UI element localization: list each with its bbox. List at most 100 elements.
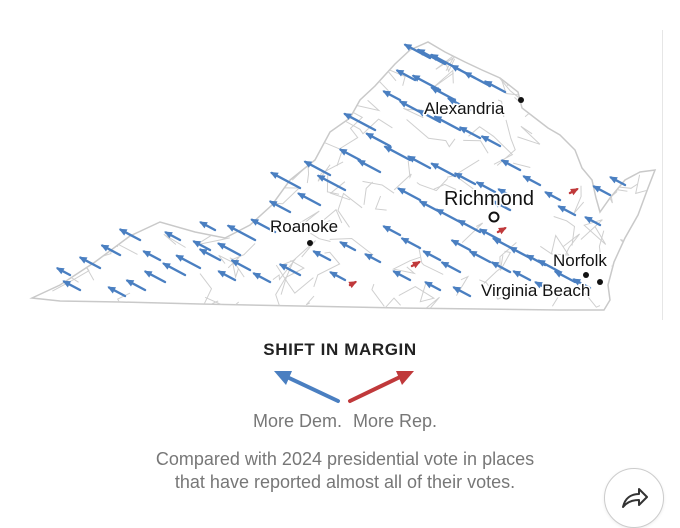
county-border [598, 230, 605, 261]
county-border [635, 174, 652, 195]
county-border [398, 283, 436, 303]
rep-shift-arrow [496, 227, 507, 235]
county-border [318, 120, 324, 141]
county-border [275, 259, 305, 310]
dem-shift-arrow [230, 259, 252, 272]
county-border [432, 69, 454, 89]
dem-shift-arrow [572, 278, 592, 290]
county-border [385, 67, 406, 86]
dem-shift-arrow [430, 162, 457, 178]
dem-shift-arrow [468, 250, 492, 264]
county-border [616, 42, 640, 50]
dem-shift-arrow [339, 241, 357, 252]
dem-shift-arrow [217, 270, 237, 282]
dem-shift-arrow [252, 272, 272, 284]
virginia-beach-label: Virginia Beach [481, 281, 590, 300]
county-border [236, 61, 254, 79]
county-border [83, 128, 94, 136]
share-arrow-icon [622, 488, 648, 508]
dem-shift-arrow [164, 231, 182, 242]
county-border [272, 258, 297, 281]
county-border [579, 68, 638, 106]
dem-shift-arrow [609, 176, 627, 187]
county-border [611, 265, 646, 283]
county-border [270, 187, 301, 205]
dem-shift-arrow [162, 262, 187, 277]
county-border [32, 85, 51, 103]
dem-shift-arrow [278, 263, 302, 277]
county-border [106, 47, 121, 68]
county-border [79, 201, 101, 226]
virginia-map: Alexandria Richmond Roanoke Norfolk Virg… [29, 41, 657, 311]
dem-shift-arrow [544, 191, 562, 202]
county-border [45, 47, 87, 90]
dem-shift-arrow [463, 71, 492, 88]
dem-shift-arrow [424, 281, 442, 292]
dem-shift-arrow [433, 115, 462, 132]
legend-title: SHIFT IN MARGIN [263, 340, 417, 359]
dem-shift-arrow [357, 159, 382, 174]
county-border [60, 42, 81, 57]
county-border [329, 181, 351, 201]
dem-shift-arrow [312, 250, 332, 262]
dem-shift-arrow [430, 86, 457, 102]
county-border [393, 160, 412, 191]
dem-shift-arrow [303, 160, 332, 177]
county-border [391, 256, 421, 275]
county-border [570, 57, 586, 76]
dem-shift-arrow [382, 225, 402, 237]
footnote: Compared with 2024 presidential vote in … [0, 448, 680, 494]
county-border [468, 126, 514, 165]
dem-shift-arrow [143, 270, 167, 284]
county-border [560, 233, 580, 265]
county-border [455, 275, 470, 296]
county-border [553, 216, 576, 246]
dem-shift-arrow [383, 145, 412, 162]
dem-shift-arrow [416, 48, 447, 66]
county-border [479, 279, 508, 300]
dem-shift-arrow [592, 185, 612, 197]
dem-shift-arrow [365, 132, 392, 148]
county-border [313, 251, 341, 288]
dem-shift-arrow [490, 261, 512, 274]
dem-shift-arrow [338, 148, 362, 162]
county-border [391, 42, 412, 49]
county-border [520, 74, 540, 84]
county-border [92, 82, 117, 110]
share-button[interactable] [604, 468, 664, 528]
county-border [105, 78, 124, 88]
county-border [620, 250, 639, 283]
county-border [481, 242, 517, 286]
dem-shift-arrow [107, 286, 127, 298]
county-border [339, 111, 364, 149]
dem-shift-arrow [458, 126, 482, 140]
dem-shift-arrow [537, 259, 562, 274]
dem-shift-arrow [198, 248, 222, 262]
dem-shift-arrow [400, 237, 422, 250]
county-border [580, 219, 607, 245]
dem-shift-arrow [417, 109, 442, 124]
dem-shift-arrow [142, 250, 162, 262]
roanoke-dot [307, 240, 313, 246]
county-border [649, 296, 655, 310]
dem-shift-arrow [118, 228, 142, 242]
dem-shift-arrow [343, 112, 377, 132]
county-border [55, 130, 96, 166]
county-border [158, 166, 184, 188]
county-border [163, 233, 186, 248]
county-border [195, 233, 230, 246]
dem-shift-arrow [452, 286, 472, 298]
shift-arrows [55, 43, 627, 298]
shift-map: Alexandria Richmond Roanoke Norfolk Virg… [29, 30, 663, 320]
county-border [106, 54, 131, 73]
county-border [66, 234, 111, 246]
norfolk-label: Norfolk [553, 251, 607, 270]
dem-shift-arrow [192, 240, 212, 252]
dem-shift-arrow [447, 97, 472, 112]
dem-shift-arrow [395, 69, 417, 82]
dem-shift-arrow [78, 256, 102, 270]
county-border [85, 200, 105, 244]
dem-shift-arrow [584, 216, 602, 227]
county-border [305, 295, 315, 306]
county-border [292, 64, 312, 91]
